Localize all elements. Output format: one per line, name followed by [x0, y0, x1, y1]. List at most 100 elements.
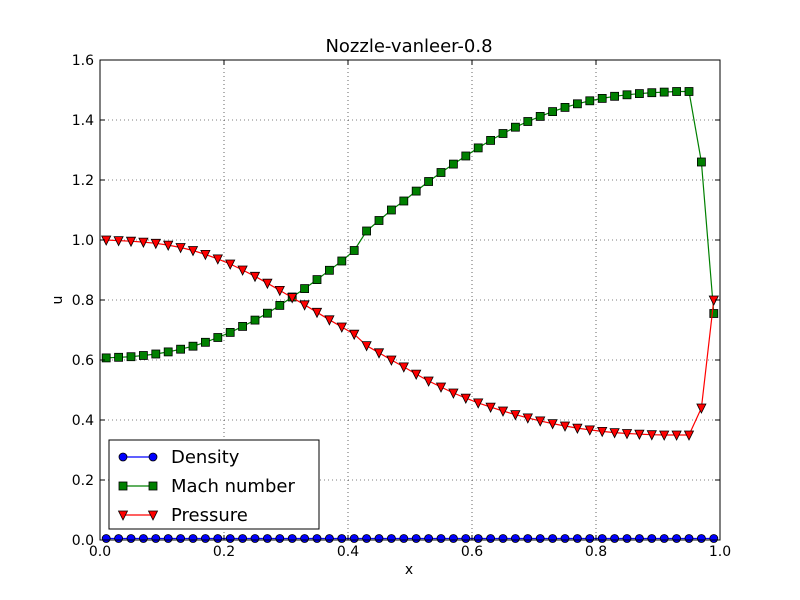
x-tick-label: 0.8 [585, 544, 607, 560]
density-point [424, 534, 434, 543]
density-point [386, 534, 396, 543]
density-point [213, 534, 223, 543]
density-point [622, 534, 632, 543]
pressure-point [349, 329, 360, 341]
density-point [399, 534, 409, 543]
mach-number-point [374, 216, 384, 225]
mach-number-point [138, 351, 148, 360]
mach-number-point [597, 94, 607, 103]
density-point [535, 534, 545, 543]
legend-marker-mach-number [148, 481, 158, 491]
pressure-point [361, 341, 372, 352]
mach-number-point [548, 107, 557, 116]
mach-number-point [238, 321, 248, 331]
x-tick-label: 0.0 [89, 544, 111, 560]
pressure-point [113, 236, 124, 247]
y-axis-label: u [50, 296, 66, 305]
density-point [225, 534, 235, 543]
mach-number-point [486, 135, 496, 145]
pressure-point [671, 430, 682, 441]
mach-number-point [262, 308, 272, 318]
density-point [448, 534, 458, 543]
density-point [324, 534, 334, 543]
y-tick-label: 1.0 [72, 233, 94, 249]
density-point [684, 534, 694, 543]
pressure-point [311, 307, 323, 319]
density-point [461, 534, 471, 543]
mach-number-point [386, 205, 396, 215]
mach-number-point [337, 256, 347, 266]
mach-number-point [585, 96, 595, 106]
legend-marker-pressure [147, 510, 159, 521]
legend-box [108, 439, 320, 530]
pressure-point [634, 429, 645, 440]
pressure-point [535, 416, 546, 427]
density-point [473, 534, 483, 543]
pressure-point [398, 362, 409, 373]
mach-number-point [659, 87, 669, 97]
mach-number-point [647, 88, 657, 98]
mach-number-point [411, 186, 421, 196]
y-tick-label: 1.4 [72, 113, 94, 129]
mach-number-point [300, 284, 310, 294]
pressure-point [572, 423, 583, 434]
legend-label-mach-number: Mach number [171, 476, 295, 497]
mach-number-point [213, 333, 223, 342]
density-point [709, 534, 719, 543]
density-point [188, 534, 198, 543]
y-tick-label: 0.6 [72, 353, 94, 369]
y-tick-label: 0.0 [72, 533, 94, 549]
density-point [548, 534, 557, 543]
density-point [647, 534, 657, 543]
pressure-point [336, 322, 347, 333]
pressure-point [497, 406, 509, 417]
mach-number-point [510, 122, 520, 132]
mach-number-point [473, 143, 483, 153]
pressure-point [423, 376, 434, 387]
mach-number-point [560, 103, 570, 112]
pressure-point [609, 428, 620, 439]
density-point [151, 534, 161, 543]
mach-number-point [709, 309, 719, 318]
x-axis-label: x [405, 562, 413, 578]
mach-number-point [275, 300, 285, 310]
density-point [250, 534, 260, 543]
mach-number-point [610, 91, 619, 101]
mach-number-point [324, 265, 334, 275]
pressure-point [274, 285, 285, 297]
pressure-point [473, 398, 484, 409]
legend-marker-pressure [117, 510, 129, 521]
density-point [498, 534, 508, 543]
density-point [101, 534, 111, 543]
mach-number-point [697, 157, 706, 167]
mach-number-point [399, 196, 409, 206]
mach-number-point [362, 226, 372, 236]
density-point [275, 534, 285, 543]
pressure-point [125, 236, 137, 248]
density-point [362, 534, 372, 543]
legend-marker-mach-number [118, 481, 128, 491]
pressure-point [237, 265, 248, 276]
mach-number-point [424, 177, 434, 186]
pressure-point [584, 425, 595, 436]
mach-number-point [436, 168, 446, 177]
density-point [486, 534, 496, 543]
mach-number-point [151, 349, 161, 359]
pressure-point [522, 413, 533, 424]
pressure-point [435, 382, 447, 393]
mach-number-point [461, 151, 471, 161]
pressure-point [163, 240, 174, 251]
density-point [126, 534, 136, 543]
density-point [300, 534, 310, 543]
density-point [114, 534, 123, 543]
density-point [511, 534, 520, 543]
pressure-point [287, 293, 298, 304]
pressure-point [324, 315, 335, 326]
grid [100, 60, 720, 540]
pressure-point [262, 278, 273, 290]
density-point [374, 534, 384, 543]
density-point [337, 534, 347, 543]
legend-marker-density [118, 452, 128, 462]
mach-number-point [573, 99, 582, 109]
mach-number-point [200, 337, 210, 347]
